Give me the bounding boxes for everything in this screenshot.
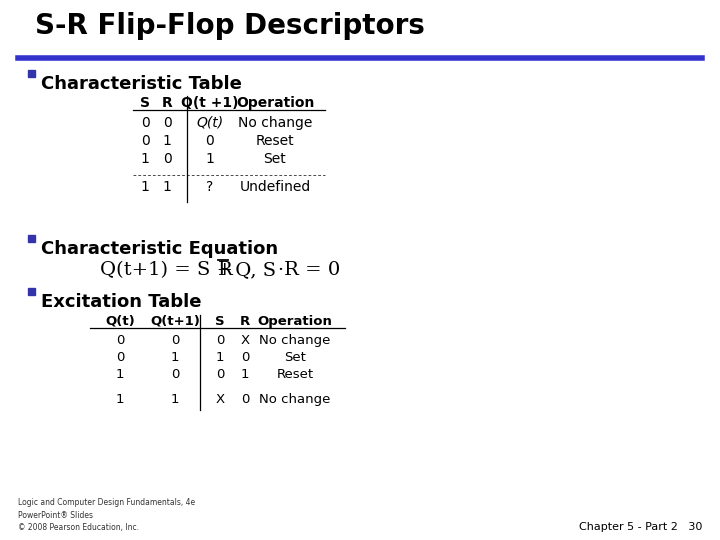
Text: Reset: Reset (276, 368, 314, 381)
Text: 1: 1 (216, 351, 224, 364)
Text: S: S (215, 315, 225, 328)
Bar (28, 70, 35, 77)
Text: 1: 1 (140, 152, 150, 166)
Text: 0: 0 (216, 334, 224, 347)
Text: 0: 0 (216, 368, 224, 381)
Text: 0: 0 (116, 351, 124, 364)
Text: Set: Set (284, 351, 306, 364)
Text: Q(t+1) = S +: Q(t+1) = S + (100, 261, 239, 279)
Text: 0: 0 (163, 152, 171, 166)
Text: Operation: Operation (258, 315, 333, 328)
Text: ·R = 0: ·R = 0 (278, 261, 341, 279)
Text: 0: 0 (140, 134, 149, 148)
Text: 0: 0 (171, 368, 179, 381)
Text: Q, S: Q, S (229, 261, 276, 279)
Text: X: X (240, 334, 250, 347)
Text: 1: 1 (116, 368, 125, 381)
Text: 0: 0 (163, 116, 171, 130)
Bar (28, 288, 35, 295)
Text: ?: ? (207, 180, 214, 194)
Text: X: X (215, 393, 225, 406)
Text: Q(t+1): Q(t+1) (150, 315, 200, 328)
Text: R: R (218, 261, 233, 279)
Text: Characteristic Table: Characteristic Table (41, 75, 242, 93)
Text: Operation: Operation (236, 96, 314, 110)
Text: Set: Set (264, 152, 287, 166)
Text: No change: No change (259, 393, 330, 406)
Text: Q(t): Q(t) (105, 315, 135, 328)
Text: 0: 0 (240, 393, 249, 406)
Text: 0: 0 (140, 116, 149, 130)
Text: R: R (161, 96, 172, 110)
Text: S: S (140, 96, 150, 110)
Text: Characteristic Equation: Characteristic Equation (41, 240, 278, 258)
Text: 1: 1 (206, 152, 215, 166)
Text: Chapter 5 - Part 2   30: Chapter 5 - Part 2 30 (579, 522, 702, 532)
Text: 1: 1 (171, 393, 179, 406)
Text: R: R (240, 315, 250, 328)
Text: 1: 1 (171, 351, 179, 364)
Bar (28, 235, 35, 242)
Text: Q(t +1): Q(t +1) (181, 96, 239, 110)
Text: 0: 0 (171, 334, 179, 347)
Text: 0: 0 (240, 351, 249, 364)
Text: 1: 1 (163, 134, 171, 148)
Text: Q(t): Q(t) (197, 116, 224, 130)
Text: No change: No change (259, 334, 330, 347)
Text: Excitation Table: Excitation Table (41, 293, 202, 311)
Text: 0: 0 (116, 334, 124, 347)
Text: Reset: Reset (256, 134, 294, 148)
Text: Logic and Computer Design Fundamentals, 4e
PowerPoint® Slides
© 2008 Pearson Edu: Logic and Computer Design Fundamentals, … (18, 498, 195, 532)
Text: 1: 1 (163, 180, 171, 194)
Text: No change: No change (238, 116, 312, 130)
Text: 1: 1 (140, 180, 150, 194)
Text: S-R Flip-Flop Descriptors: S-R Flip-Flop Descriptors (35, 12, 425, 40)
Text: 1: 1 (116, 393, 125, 406)
Text: 1: 1 (240, 368, 249, 381)
Text: 0: 0 (206, 134, 215, 148)
Text: Undefined: Undefined (239, 180, 310, 194)
